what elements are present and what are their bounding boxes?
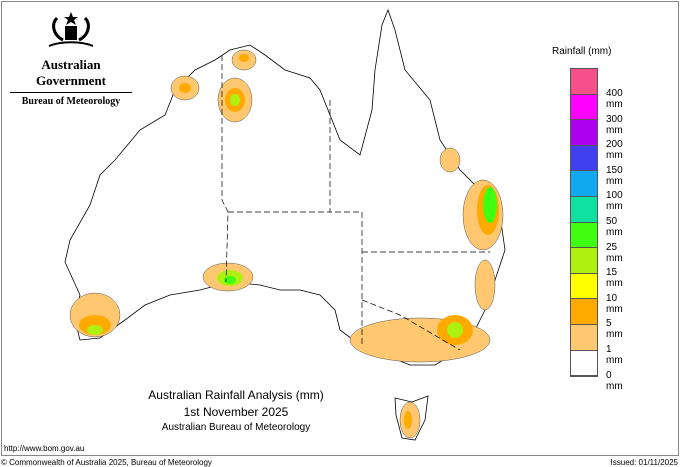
legend-label: 25 mm [606,241,623,264]
coat-of-arms-icon [48,12,94,47]
legend-label: 200 mm [606,139,623,162]
legend-label: 100 mm [606,190,623,213]
legend-swatch [571,69,597,95]
map-title: Australian Rainfall Analysis (mm) [148,388,324,402]
legend-swatch [571,324,597,351]
legend-label: 10 mm [606,292,623,315]
map-frame [1,1,679,456]
legend-label: 1 mm [606,344,623,366]
legend-swatch [571,120,597,146]
legend-label: 150 mm [606,164,623,187]
legend-swatch [571,171,597,197]
legend-label: 400 mm [606,88,623,110]
bom-url-link[interactable]: http://www.bom.gov.au [4,444,85,453]
rainfall-areas [69,49,504,439]
issued-date: Issued: 01/11/2025 [610,458,678,467]
legend-swatch [571,222,597,249]
state-borders [221,55,490,351]
legend-swatch [571,145,597,172]
legend-title: Rainfall (mm) [552,46,612,57]
legend-swatch [571,196,597,223]
legend-swatch [571,94,597,121]
legend-swatch [571,350,597,377]
legend-label: 5 mm [606,318,623,341]
government-name: Australian Government [10,57,132,93]
map-source: Australian Bureau of Meteorology [161,422,311,433]
bureau-name: Bureau of Meteorology [21,96,121,107]
copyright-text: © Commonwealth of Australia 2025, Bureau… [1,458,212,467]
government-logo: Australian Government Bureau of Meteorol… [10,10,132,107]
legend-swatch [571,299,597,325]
legend-label: 50 mm [606,216,623,238]
legend-label: 15 mm [606,267,623,290]
rainfall-legend: 400 mm 300 mm 200 mm 150 mm 100 mm 50 mm 25 mm… [570,68,623,392]
legend-label: 300 mm [606,113,623,136]
legend-swatch [571,273,597,300]
map-date: 1st November 2025 [183,405,289,419]
legend-scale [570,68,598,378]
legend-swatch [571,248,597,274]
mainland-outline [64,8,506,366]
legend-label: 0 mm [606,369,623,392]
